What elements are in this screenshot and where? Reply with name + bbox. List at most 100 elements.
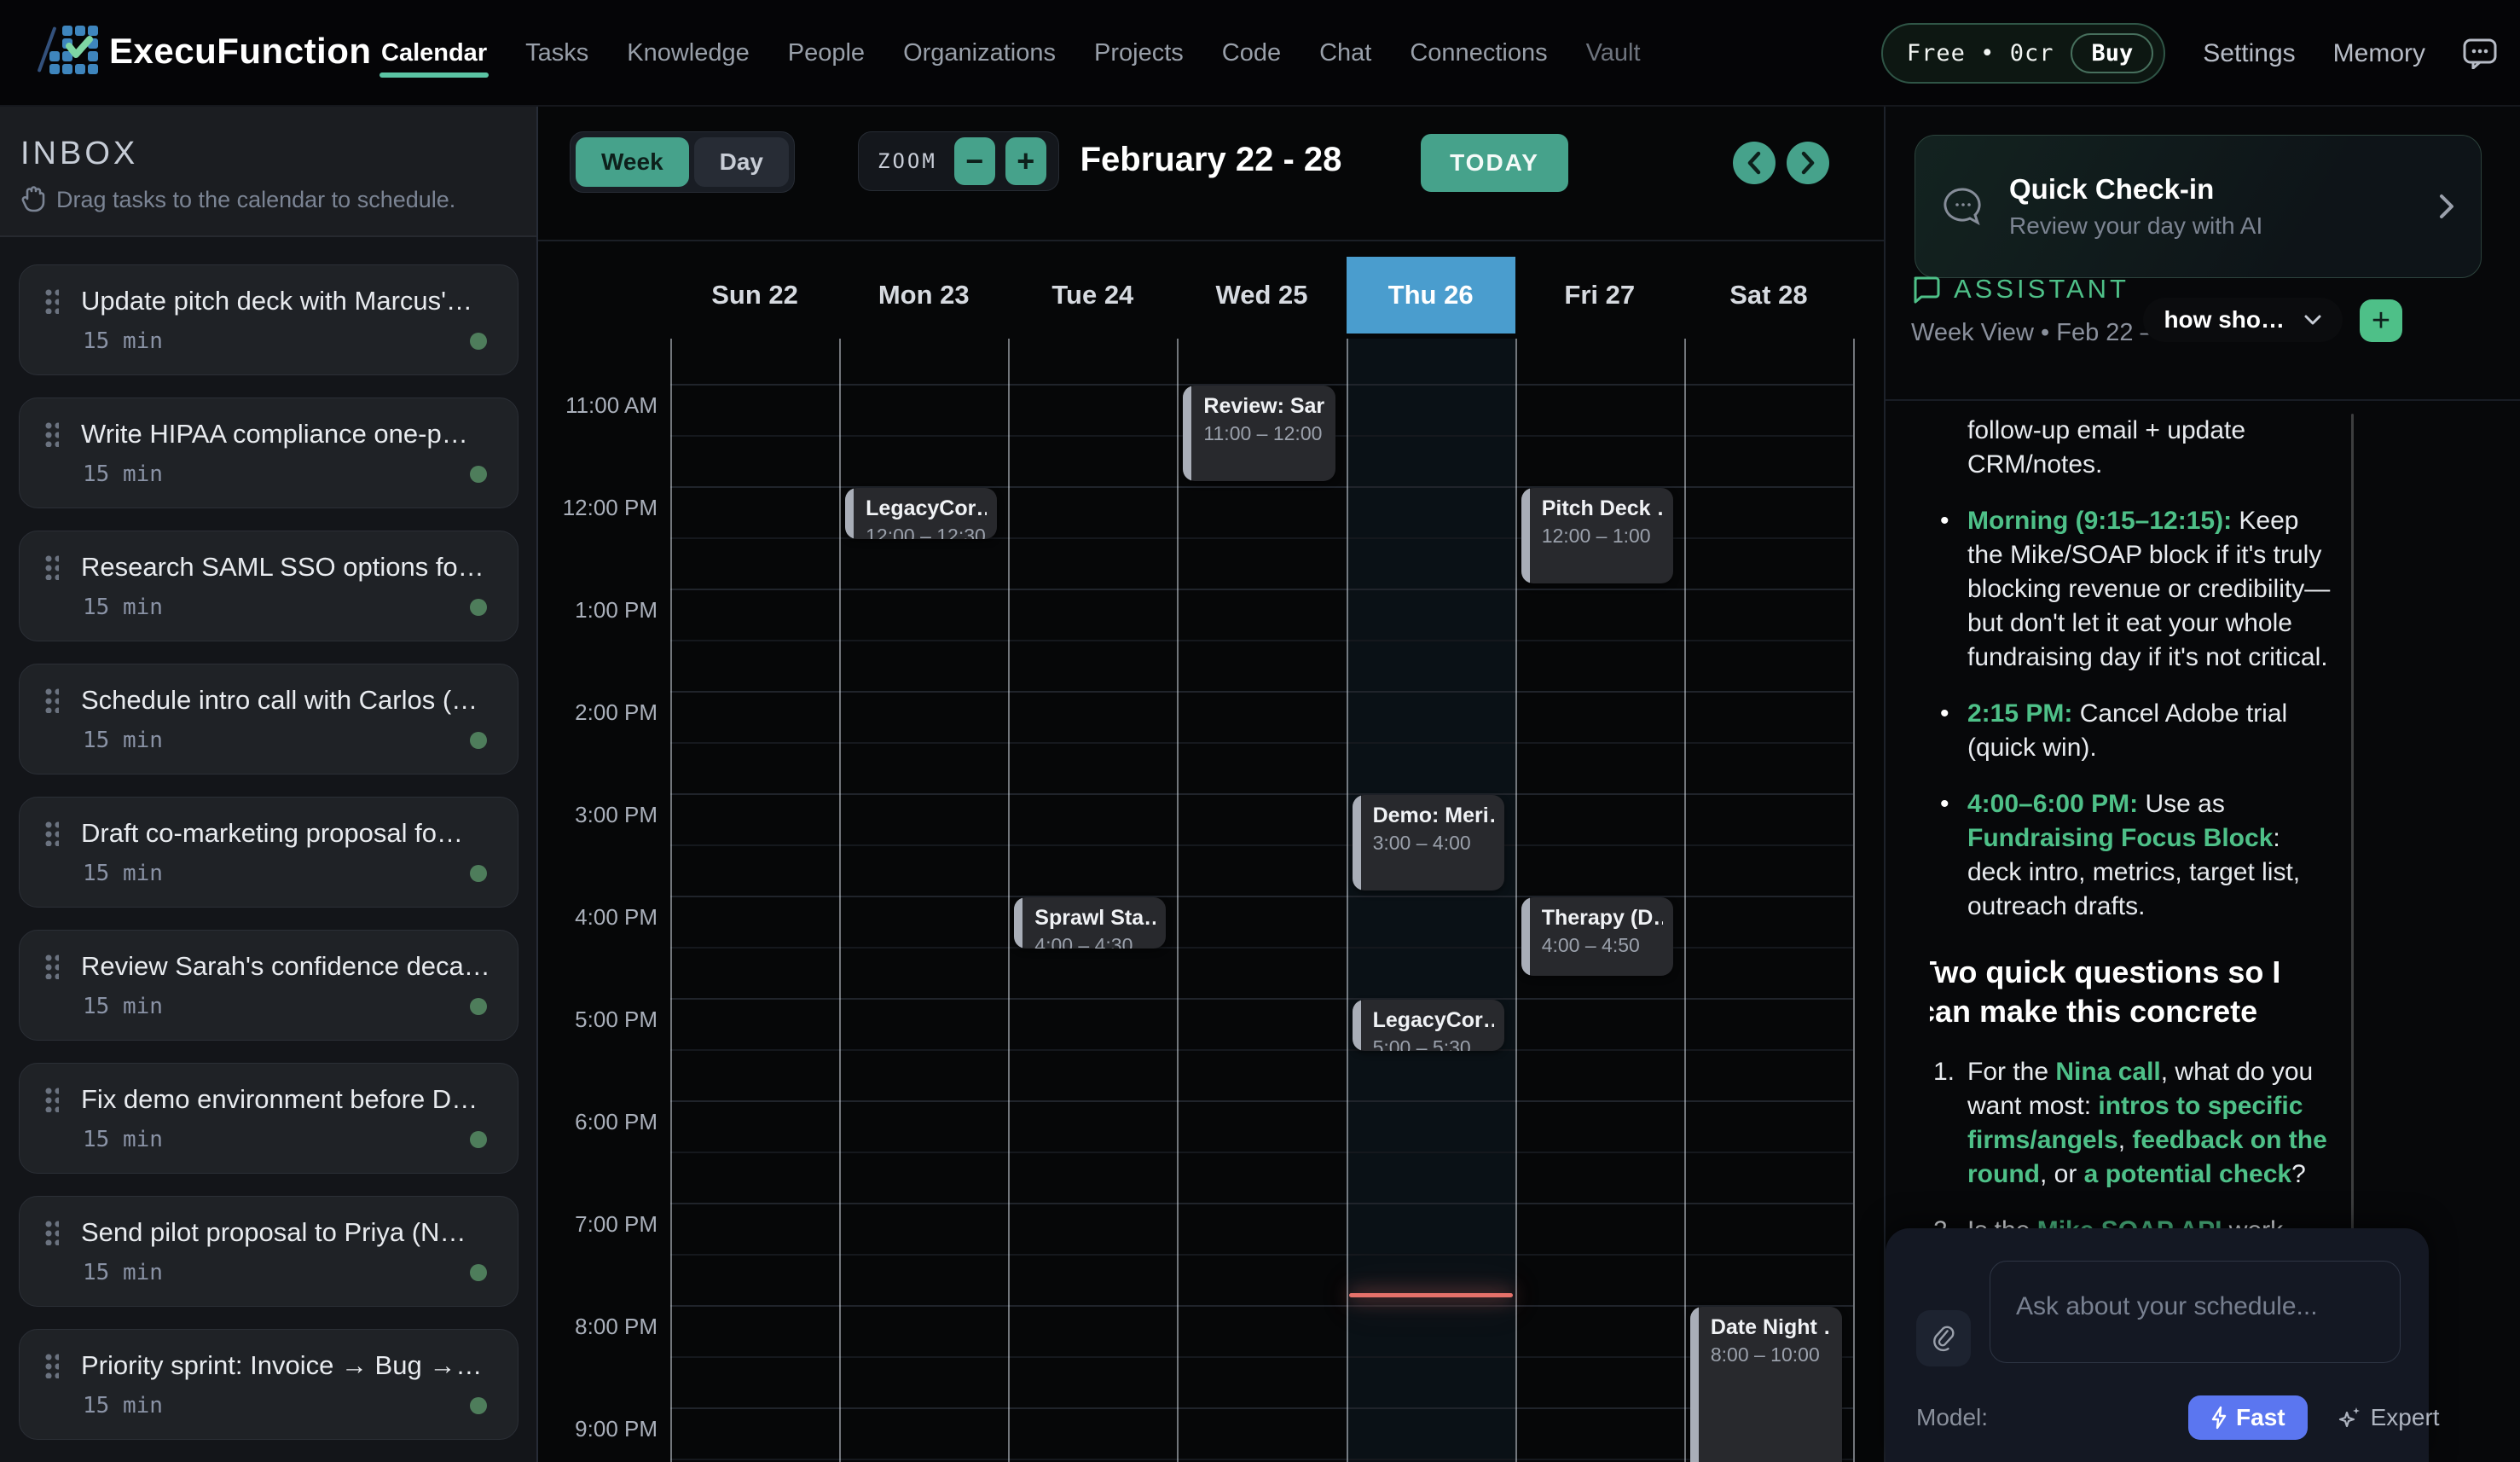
drag-handle-icon[interactable] bbox=[45, 554, 59, 580]
inbox-task-list: Update pitch deck with Marcus'… 15 min Wri… bbox=[0, 237, 536, 1462]
chevron-down-icon bbox=[2304, 315, 2321, 325]
attach-file-button[interactable] bbox=[1916, 1310, 1971, 1366]
memory-link[interactable]: Memory bbox=[2332, 38, 2425, 67]
nav-item-tasks[interactable]: Tasks bbox=[525, 39, 589, 67]
drag-handle-icon[interactable] bbox=[45, 821, 59, 846]
task-card[interactable]: Fix demo environment before D… 15 min bbox=[19, 1063, 518, 1174]
nav-item-projects[interactable]: Projects bbox=[1094, 39, 1184, 67]
assistant-separator bbox=[1886, 399, 2520, 401]
time-label: 11:00 AM bbox=[565, 392, 658, 418]
event-legacycor[interactable]: LegacyCor… 12:00 – 12:30 bbox=[845, 488, 998, 539]
event-review-sar[interactable]: Review: Sar… 11:00 – 12:00 bbox=[1183, 386, 1335, 481]
calendar-grid[interactable]: 11:00 AM 12:00 PM 1:00 PM 2:00 PM 3:00 PM 4:0… bbox=[538, 339, 1884, 1462]
new-thread-button[interactable]: + bbox=[2360, 299, 2402, 342]
task-card[interactable]: Review Sarah's confidence deca… 15 min bbox=[19, 930, 518, 1041]
plan-pill[interactable]: Free • 0cr Buy bbox=[1880, 23, 2166, 84]
hour-gridline bbox=[670, 793, 1853, 795]
drag-handle-icon[interactable] bbox=[45, 1220, 59, 1245]
nav-item-chat[interactable]: Chat bbox=[1319, 39, 1372, 67]
event-therapy-d[interactable]: Therapy (D… 4:00 – 4:50 bbox=[1521, 897, 1673, 976]
hour-gridline bbox=[670, 1407, 1853, 1409]
buy-credits-button[interactable]: Buy bbox=[2071, 33, 2154, 73]
day-header-mon-23[interactable]: Mon 23 bbox=[878, 280, 970, 310]
previous-week-button[interactable] bbox=[1733, 142, 1776, 184]
quick-checkin-card[interactable]: Quick Check-in Review your day with AI bbox=[1915, 135, 2482, 278]
drag-handle-icon[interactable] bbox=[45, 1353, 59, 1378]
day-header-sun-22[interactable]: Sun 22 bbox=[711, 280, 798, 310]
day-header-thu-26[interactable]: Thu 26 bbox=[1346, 257, 1515, 334]
model-fast-button[interactable]: Fast bbox=[2188, 1395, 2308, 1440]
settings-link[interactable]: Settings bbox=[2203, 38, 2296, 67]
feedback-chat-icon[interactable] bbox=[2463, 38, 2497, 69]
next-week-button[interactable] bbox=[1787, 142, 1829, 184]
event-demo-meri[interactable]: Demo: Meri… 3:00 – 4:00 bbox=[1352, 795, 1504, 891]
task-card[interactable]: Update pitch deck with Marcus'… 15 min bbox=[19, 264, 518, 375]
day-column-line bbox=[1008, 339, 1011, 1462]
assistant-message-block: 2.Is the Mike SOAP API work directly tie… bbox=[1933, 1216, 2284, 1231]
task-card[interactable]: Research SAML SSO options fo… 15 min bbox=[19, 531, 518, 641]
assistant-header: ASSISTANT Week View • Feb 22 – Feb 28 ho… bbox=[1911, 274, 2496, 393]
assistant-message-block: 1. For the Nina call, what do you want mo… bbox=[1933, 1058, 2327, 1188]
time-label: 9:00 PM bbox=[575, 1416, 658, 1442]
today-column-highlight bbox=[1346, 339, 1515, 1462]
time-label: 2:00 PM bbox=[575, 699, 658, 725]
thread-dropdown[interactable]: how sho… bbox=[2143, 298, 2343, 342]
task-card[interactable]: Priority sprint: Invoice → Bug →… 15 min bbox=[19, 1329, 518, 1440]
task-title: Send pilot proposal to Priya (N… bbox=[81, 1217, 466, 1247]
inbox-sidebar: INBOX Drag tasks to the calendar to sche… bbox=[0, 107, 538, 1462]
task-card[interactable]: Draft co-marketing proposal fo… 15 min bbox=[19, 797, 518, 908]
time-label: 8:00 PM bbox=[575, 1314, 658, 1339]
task-status-dot bbox=[470, 333, 487, 350]
today-button[interactable]: TODAY bbox=[1421, 134, 1568, 192]
drag-handle-icon[interactable] bbox=[45, 954, 59, 979]
event-pitch-deck[interactable]: Pitch Deck … 12:00 – 1:00 bbox=[1521, 488, 1673, 583]
drag-handle-icon[interactable] bbox=[45, 421, 59, 447]
day-view-button[interactable]: Day bbox=[693, 137, 790, 187]
inbox-title: INBOX bbox=[20, 136, 139, 171]
zoom-in-button[interactable]: + bbox=[1005, 137, 1046, 185]
event-date-night[interactable]: Date Night … 8:00 – 10:00 bbox=[1689, 1307, 1842, 1462]
inbox-header: INBOX Drag tasks to the calendar to sche… bbox=[0, 107, 536, 237]
zoom-out-button[interactable]: − bbox=[953, 137, 995, 185]
event-legacycor[interactable]: LegacyCor… 5:00 – 5:30 bbox=[1352, 1000, 1504, 1051]
hour-gridline bbox=[670, 896, 1853, 897]
task-card[interactable]: Write HIPAA compliance one-p… 15 min bbox=[19, 397, 518, 508]
day-header-fri-27[interactable]: Fri 27 bbox=[1564, 280, 1636, 310]
ask-schedule-input[interactable] bbox=[1990, 1261, 2401, 1363]
day-header-tue-24[interactable]: Tue 24 bbox=[1051, 280, 1134, 310]
week-view-button[interactable]: Week bbox=[576, 137, 689, 187]
assistant-message-block: Morning (9:15–12:15): Keep the Mike/SOAP… bbox=[1930, 504, 2339, 675]
day-header-wed-25[interactable]: Wed 25 bbox=[1215, 280, 1308, 310]
task-card[interactable]: Send pilot proposal to Priya (N… 15 min bbox=[19, 1196, 518, 1307]
day-column-line bbox=[1683, 339, 1686, 1462]
nav-item-knowledge[interactable]: Knowledge bbox=[627, 39, 750, 67]
drag-handle-icon[interactable] bbox=[45, 288, 59, 314]
event-title: Pitch Deck … bbox=[1541, 496, 1663, 520]
model-row: Model: Fast Expert bbox=[1916, 1395, 2440, 1440]
nav-item-calendar[interactable]: Calendar bbox=[379, 24, 490, 83]
primary-nav: Calendar Tasks Knowledge People Organization… bbox=[379, 0, 1642, 107]
day-column-line bbox=[1853, 339, 1855, 1462]
assistant-panel: Quick Check-in Review your day with AI A… bbox=[1884, 107, 2520, 1462]
time-label: 12:00 PM bbox=[562, 495, 658, 520]
day-header-sat-28[interactable]: Sat 28 bbox=[1729, 280, 1808, 310]
task-card[interactable]: Schedule intro call with Carlos (… 15 min bbox=[19, 664, 518, 775]
day-column-line bbox=[1177, 339, 1179, 1462]
nav-item-vault[interactable]: Vault bbox=[1585, 39, 1641, 67]
task-duration: 15 min bbox=[83, 1260, 163, 1285]
hour-gridline bbox=[670, 1203, 1853, 1204]
model-expert-button[interactable]: Expert bbox=[2338, 1395, 2440, 1440]
day-column-line bbox=[1515, 339, 1517, 1462]
nav-item-organizations[interactable]: Organizations bbox=[903, 39, 1056, 67]
thread-dropdown-value: how sho… bbox=[2164, 306, 2285, 333]
nav-item-connections[interactable]: Connections bbox=[1410, 39, 1548, 67]
event-title: LegacyCor… bbox=[866, 496, 988, 520]
nav-item-code[interactable]: Code bbox=[1221, 39, 1282, 67]
nav-item-people[interactable]: People bbox=[787, 39, 866, 67]
event-title: LegacyCor… bbox=[1372, 1008, 1494, 1032]
drag-handle-icon[interactable] bbox=[45, 1087, 59, 1112]
event-sprawl-sta[interactable]: Sprawl Sta… 4:00 – 4:30 bbox=[1014, 897, 1167, 949]
event-title: Date Night … bbox=[1710, 1315, 1832, 1339]
messages-scrollbar[interactable] bbox=[2351, 414, 2354, 1241]
drag-handle-icon[interactable] bbox=[45, 687, 59, 713]
